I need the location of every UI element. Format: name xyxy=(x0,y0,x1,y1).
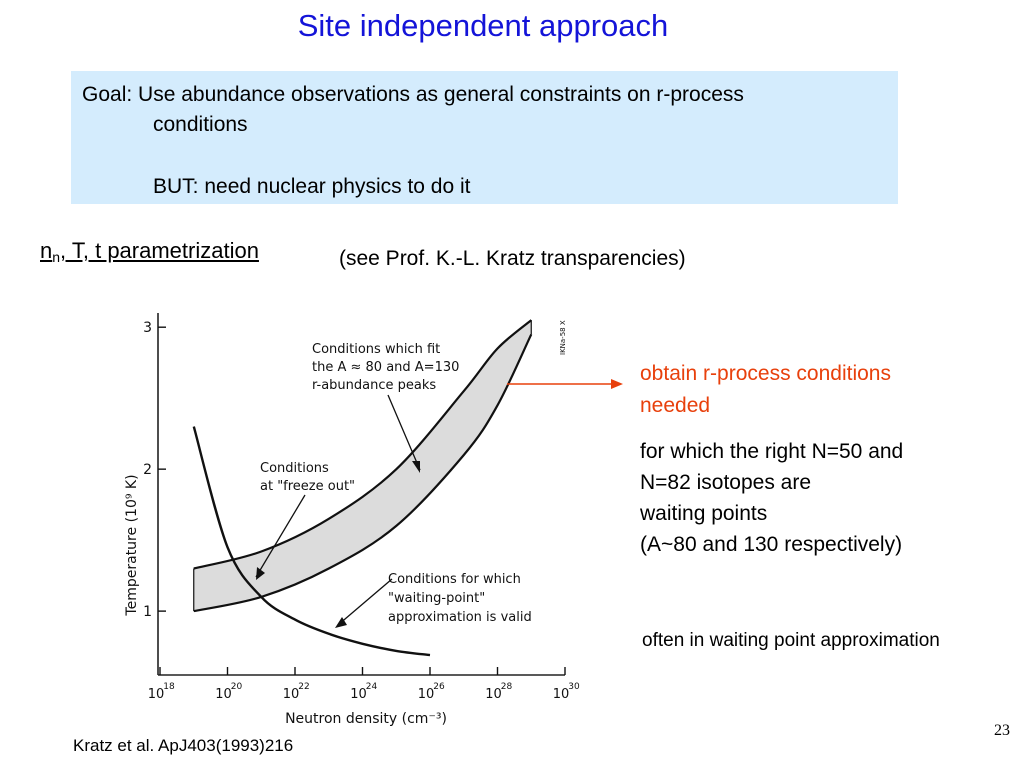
x-tick-exponent: 18 xyxy=(163,682,175,692)
x-tick-label: 10 xyxy=(148,687,165,702)
citation: Kratz et al. ApJ403(1993)216 xyxy=(73,736,294,755)
x-tick-label: 10 xyxy=(350,687,367,702)
x-tick-label: 10 xyxy=(553,687,570,702)
goal-line-2: conditions xyxy=(153,113,248,136)
annotation-waiting: Conditions for which "waiting-point" app… xyxy=(388,572,532,625)
y-tick-label: 3 xyxy=(143,320,152,336)
annotation-peaks-line-3: r-abundance peaks xyxy=(312,378,436,393)
x-ticks: 10 18 10 20 10 22 10 24 10 26 10 28 10 30 xyxy=(148,667,580,702)
page-number: 23 xyxy=(994,722,1010,739)
pointer-freeze xyxy=(255,494,306,578)
pointer-peaks xyxy=(387,394,421,471)
waiting-point-curve xyxy=(192,426,431,657)
goal-line-1: Goal: Use abundance observations as gene… xyxy=(82,83,744,106)
y-ticks: 1 2 3 xyxy=(143,320,166,620)
x-tick-exponent: 26 xyxy=(433,682,445,692)
annotation-peaks-line-2: the A ≈ 80 and A=130 xyxy=(312,360,459,375)
pointer-peaks-head xyxy=(412,461,420,473)
annotation-waiting-line-3: approximation is valid xyxy=(388,610,532,625)
waiting-points-explanation: for which the right N=50 and N=82 isotop… xyxy=(640,436,970,560)
param-rest: , T, t parametrization xyxy=(60,238,259,263)
y-tick-label: 1 xyxy=(143,604,152,620)
callout-arrow xyxy=(507,379,623,389)
annotation-freeze-line-1: Conditions xyxy=(260,461,329,476)
parametrization-heading: nn, T, t parametrization xyxy=(40,238,259,265)
param-subscript: n xyxy=(52,249,61,265)
x-tick-exponent: 30 xyxy=(568,682,580,692)
x-tick-exponent: 24 xyxy=(366,682,378,692)
explanation-line-3: waiting points xyxy=(640,502,768,525)
annotation-freeze-line-2: at "freeze out" xyxy=(260,479,355,494)
waiting-point-note: often in waiting point approximation xyxy=(642,630,940,651)
corner-label: IKNa-58 X xyxy=(559,320,567,355)
explanation-line-1: for which the right N=50 and xyxy=(640,440,904,463)
kratz-figure: 123 10 18 10 20 10 22 10 24 10 26 10 28 10 30 Tempera… xyxy=(120,295,590,730)
annotation-waiting-line-1: Conditions for which xyxy=(388,572,521,587)
pointer-waiting-head xyxy=(335,617,347,628)
goal-box: Goal: Use abundance observations as gene… xyxy=(71,71,898,204)
parametrization-note: (see Prof. K.-L. Kratz transparencies) xyxy=(339,247,686,270)
x-tick-exponent: 28 xyxy=(501,682,513,692)
param-prefix: n xyxy=(40,238,53,263)
annotation-waiting-line-2: "waiting-point" xyxy=(388,591,485,606)
annotation-peaks: Conditions which fit the A ≈ 80 and A=13… xyxy=(312,342,459,393)
callout-text: obtain r-process conditions needed xyxy=(640,362,891,417)
explanation-line-2: N=82 isotopes are xyxy=(640,471,812,494)
annotation-freeze: Conditions at "freeze out" xyxy=(260,461,355,494)
x-tick-label: 10 xyxy=(215,687,232,702)
goal-line-3: BUT: need nuclear physics to do it xyxy=(153,175,471,198)
curves xyxy=(192,319,533,657)
explanation-line-4: (A~80 and 130 respectively) xyxy=(640,533,903,556)
y-tick-label: 2 xyxy=(143,462,152,478)
x-axis-label: Neutron density (cm⁻³) xyxy=(285,711,447,727)
x-tick-label: 10 xyxy=(485,687,502,702)
x-tick-label: 10 xyxy=(283,687,300,702)
annotation-pointers xyxy=(255,394,421,628)
band-upper-edge xyxy=(193,319,532,570)
annotation-peaks-line-1: Conditions which fit xyxy=(312,342,440,357)
pointer-waiting xyxy=(337,578,393,626)
pointer-freeze-head xyxy=(256,567,265,580)
x-tick-exponent: 20 xyxy=(231,682,243,692)
y-axis-label: Temperature (10⁹ K) xyxy=(124,474,140,616)
slide-title: Site independent approach xyxy=(297,8,669,43)
x-tick-label: 10 xyxy=(418,687,435,702)
x-tick-exponent: 22 xyxy=(298,682,309,692)
